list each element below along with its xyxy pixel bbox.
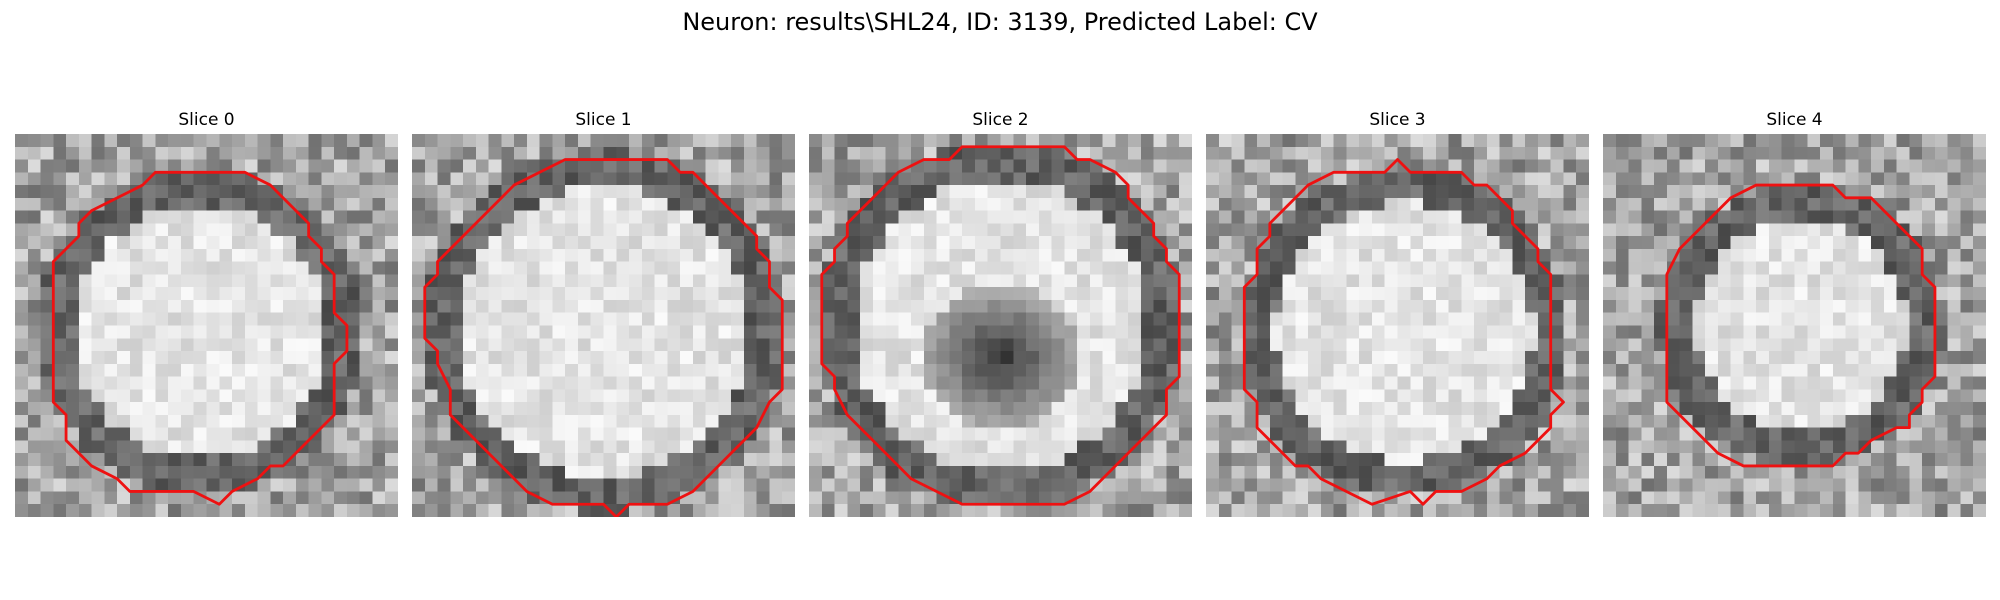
slice-title-3: Slice 3 <box>1369 110 1426 130</box>
slice-title-4: Slice 4 <box>1766 110 1823 130</box>
slice-image-3 <box>1206 134 1589 517</box>
slice-panel-0: Slice 0 <box>15 0 398 600</box>
slice-image-4 <box>1603 134 1986 517</box>
slice-image-0 <box>15 134 398 517</box>
slice-panel-1: Slice 1 <box>412 0 795 600</box>
slice-title-2: Slice 2 <box>972 110 1029 130</box>
segmentation-contour-4 <box>1665 183 1937 468</box>
slice-panel-4: Slice 4 <box>1603 0 1986 600</box>
segmentation-contour-2 <box>820 145 1181 506</box>
slice-pixel-grid-4 <box>1603 134 1986 517</box>
slice-pixel-grid-2 <box>809 134 1192 517</box>
slice-title-1: Slice 1 <box>575 110 632 130</box>
slice-title-0: Slice 0 <box>178 110 235 130</box>
slice-panel-2: Slice 2 <box>809 0 1192 600</box>
slice-panel-3: Slice 3 <box>1206 0 1589 600</box>
slice-image-2 <box>809 134 1192 517</box>
segmentation-contour-1 <box>423 158 784 517</box>
slice-pixel-grid-1 <box>412 134 795 517</box>
segmentation-contour-3 <box>1242 158 1565 506</box>
slice-pixel-grid-3 <box>1206 134 1589 517</box>
segmentation-contour-0 <box>51 170 349 506</box>
slice-pixel-grid-0 <box>15 134 398 517</box>
slice-image-1 <box>412 134 795 517</box>
figure-title: Neuron: results\SHL24, ID: 3139, Predict… <box>682 8 1318 36</box>
